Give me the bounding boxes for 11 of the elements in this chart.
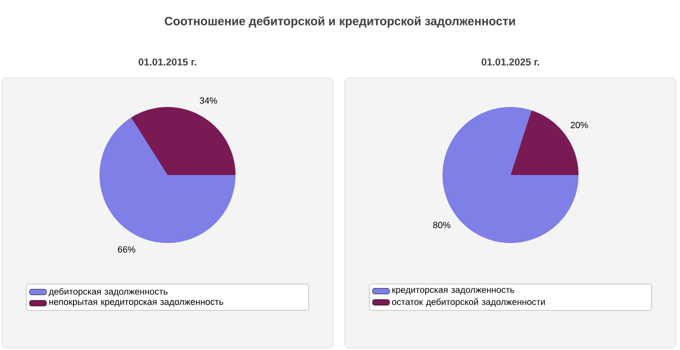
legend-label: непокрытая кредиторская задолженность xyxy=(49,300,224,307)
data-label: 20% xyxy=(570,122,588,128)
data-label: 66% xyxy=(118,246,136,253)
legend-label: кредиторская задолженность xyxy=(392,288,514,295)
text: Соотношение дебиторской и кредиторской задолженности xyxy=(164,16,515,28)
legend-label: дебиторская задолженность xyxy=(48,288,168,296)
legend-label: остаток дебиторской задолженности xyxy=(392,298,545,307)
chart-subtitle: 01.01.2015 г. xyxy=(138,58,196,66)
chart-subtitle: 01.01.2025 г. xyxy=(482,58,540,66)
data-label: 34% xyxy=(200,97,218,104)
data-label: 80% xyxy=(433,222,450,228)
